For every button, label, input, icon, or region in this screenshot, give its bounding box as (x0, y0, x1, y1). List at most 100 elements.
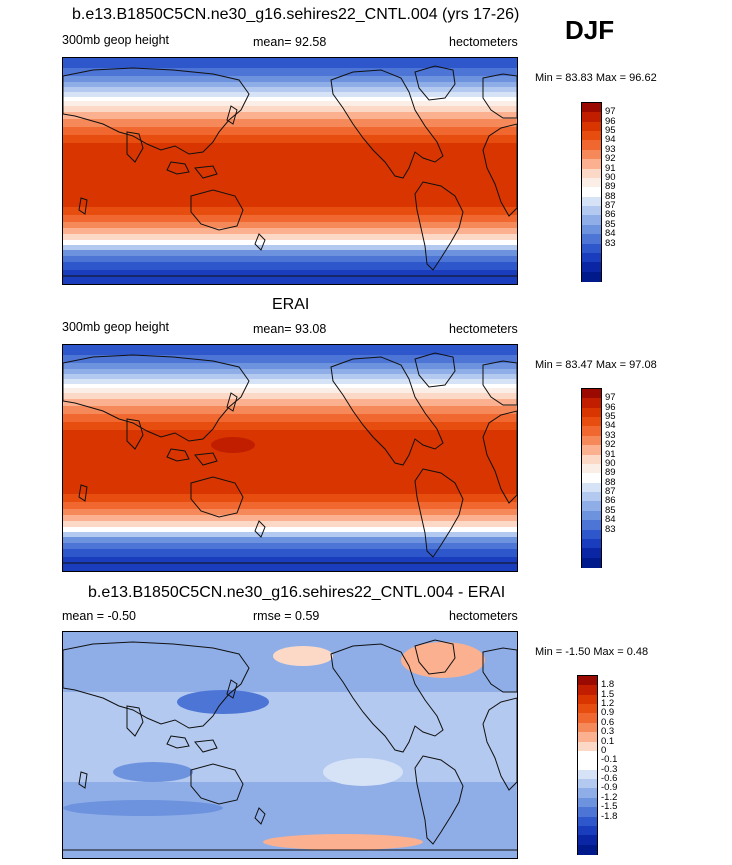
coastline (330, 69, 444, 179)
colorbar-label: -1.8 (601, 810, 618, 822)
coastline (226, 392, 238, 412)
coastline (414, 639, 456, 675)
colorbar-swatch (582, 206, 601, 216)
colorbar-label: 94 (605, 134, 616, 146)
colorbar-label: 93 (605, 143, 616, 155)
colorbar-label: 89 (605, 467, 616, 479)
colorbar-swatch (582, 234, 601, 245)
colorbar-swatch (582, 121, 601, 132)
colorbar-label: 91 (605, 162, 616, 174)
colorbar-swatch (582, 557, 601, 568)
colorbar-label: 0.6 (601, 716, 615, 728)
coastline (190, 476, 244, 518)
coastline (126, 131, 144, 163)
colorbar-swatch (578, 713, 597, 724)
colorbar-swatch (582, 215, 601, 226)
colorbar-swatch (582, 187, 601, 198)
panel-units-label-diff: hectometers (449, 609, 518, 623)
minmax-label-obs: Min = 83.47 Max = 97.08 (535, 359, 657, 371)
contour-field (63, 632, 517, 858)
map-panel-obs (62, 344, 518, 572)
panel-rmse-label-diff: rmse = 0.59 (253, 609, 320, 623)
colorbar-label: 92 (605, 439, 616, 451)
colorbar-swatch (582, 262, 601, 273)
colorbar-swatch (578, 741, 597, 752)
colorbar-swatch (582, 131, 601, 142)
colorbar-swatch (578, 835, 597, 846)
colorbar-swatch (582, 529, 601, 540)
coastline (63, 641, 250, 729)
colorbar-label: 88 (605, 476, 616, 488)
colorbar-swatch (582, 473, 601, 484)
colorbar-label: 83 (605, 237, 616, 249)
colorbar-label: 95 (605, 125, 616, 137)
coastline (126, 705, 144, 737)
colorbar-diff: 1.8 1.5 1.2 0.9 0.6 0.3 0.1 0 -0.1 -0.3 -0.6 -0.9 -1… (577, 675, 617, 855)
colorbar-swatch (578, 788, 597, 799)
coastline (78, 484, 88, 502)
colorbar-swatch (582, 252, 601, 263)
coastline (482, 360, 517, 406)
colorbar-swatch (578, 797, 597, 808)
colorbar-swatch (582, 445, 601, 456)
colorbar-label: -0.1 (601, 754, 618, 766)
colorbar-swatch (582, 501, 601, 512)
coastline (414, 181, 464, 271)
panel-units-label-model: hectometers (449, 35, 518, 49)
coastline (330, 643, 444, 753)
colorbar-swatch (582, 389, 601, 399)
colorbar-label: 1.2 (601, 698, 615, 710)
colorbar-label: 84 (605, 514, 616, 526)
coastline (414, 755, 464, 845)
colorbar-label: 0 (601, 744, 607, 756)
colorbar-label: 91 (605, 448, 616, 460)
coastline (166, 448, 190, 462)
coastline (190, 189, 244, 231)
colorbar-swatch (582, 426, 601, 437)
colorbar-swatch (578, 722, 597, 733)
colorbar-swatch (582, 149, 601, 160)
coastline (194, 739, 218, 753)
contour-field (63, 58, 517, 284)
colorbar-label: 85 (605, 218, 616, 230)
colorbar-swatch (582, 492, 601, 502)
coastline (194, 165, 218, 179)
coastline (78, 771, 88, 789)
colorbar-label: 87 (605, 200, 616, 212)
panel-left-label-obs: 300mb geop height (62, 320, 170, 334)
colorbar-swatch (582, 112, 601, 123)
colorbar-swatch (582, 103, 601, 113)
map-panel-model (62, 57, 518, 285)
panel-title-obs: ERAI (272, 296, 310, 313)
map-panel-diff (62, 631, 518, 859)
colorbar-label: 93 (605, 429, 616, 441)
colorbar-swatch (582, 510, 601, 521)
colorbar-swatch (582, 417, 601, 428)
colorbar-label: 83 (605, 523, 616, 535)
colorbar-label: 85 (605, 504, 616, 516)
colorbar-swatch (578, 779, 597, 789)
coastline (254, 520, 266, 538)
colorbar-obs: 97 96 95 94 93 92 91 90 89 88 87 86 85 84 83 (581, 388, 616, 568)
coastline (166, 735, 190, 749)
colorbar-swatch (578, 685, 597, 696)
colorbar-swatch (582, 177, 601, 188)
coastline (190, 763, 244, 805)
colorbar-swatch (582, 463, 601, 474)
colorbar-label: 88 (605, 190, 616, 202)
colorbar-label: 0.3 (601, 726, 615, 738)
colorbar-swatch (578, 760, 597, 771)
colorbar-label: -0.6 (601, 773, 618, 785)
coastline (482, 647, 517, 693)
colorbar-label: 94 (605, 420, 616, 432)
coastline (166, 161, 190, 175)
colorbar-swatch (578, 816, 597, 827)
colorbar-swatch (582, 271, 601, 282)
colorbar-label: 96 (605, 401, 616, 413)
colorbar-swatch (582, 168, 601, 179)
coastline (63, 354, 250, 442)
colorbar-label: 97 (605, 392, 616, 404)
colorbar-label: 0.9 (601, 707, 615, 719)
coastline (482, 697, 517, 791)
colorbar-label: -0.3 (601, 763, 618, 775)
